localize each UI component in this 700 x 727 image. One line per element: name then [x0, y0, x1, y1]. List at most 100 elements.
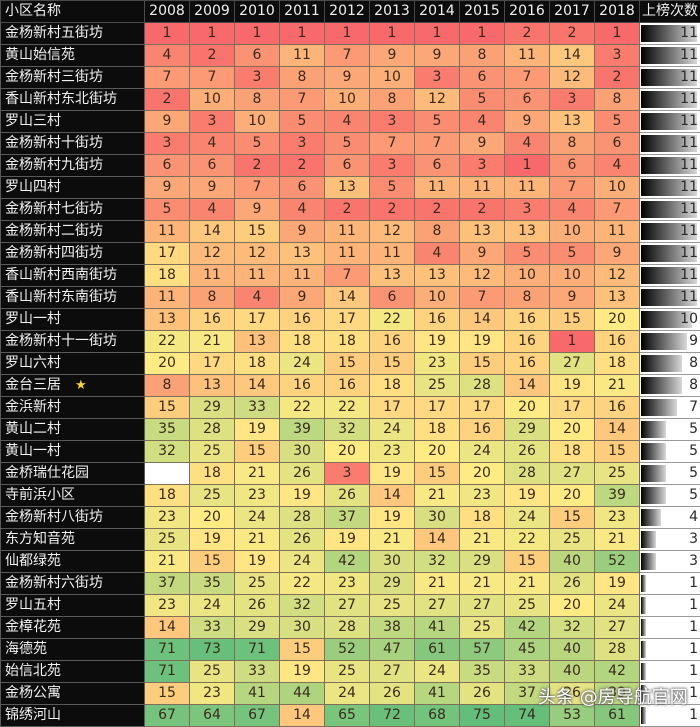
heat-cell: 10 — [549, 264, 595, 287]
heat-cell: 19 — [459, 330, 505, 353]
heat-cell: 9 — [594, 242, 640, 265]
heat-cell: 29 — [369, 572, 415, 595]
heat-cell: 19 — [279, 484, 325, 507]
heat-cell: 10 — [234, 110, 280, 133]
heat-cell: 8 — [279, 66, 325, 89]
heat-cell: 1 — [324, 22, 370, 45]
heat-cell: 37 — [144, 572, 190, 595]
table-row: 金杨新村十一街坊 22 21 13 18 18 16 19 19 16 1 16 9 — [0, 330, 700, 353]
count-databar-cell: 1 — [639, 638, 700, 661]
heat-cell: 15 — [414, 462, 460, 485]
heat-cell: 28 — [189, 418, 235, 441]
heat-cell: 10 — [324, 88, 370, 111]
table-row: 罗山一村 13 16 17 16 17 22 16 14 16 15 20 10 — [0, 308, 700, 331]
heat-cell: 13 — [414, 264, 460, 287]
count-value: 7 — [689, 399, 698, 415]
count-databar-cell: 1 — [639, 682, 700, 705]
heat-cell: 10 — [189, 88, 235, 111]
heat-cell: 12 — [369, 220, 415, 243]
heat-cell: 11 — [324, 242, 370, 265]
heat-cell: 5 — [279, 110, 325, 133]
heat-cell: 18 — [594, 352, 640, 375]
heat-cell: 14 — [144, 616, 190, 639]
heat-cell: 26 — [504, 440, 550, 463]
heat-cell: 2 — [549, 22, 595, 45]
heat-cell: 19 — [504, 484, 550, 507]
heat-cell: 9 — [144, 110, 190, 133]
heat-cell: 25 — [369, 594, 415, 617]
heat-cell: 27 — [414, 594, 460, 617]
table-row: 金杨新村四街坊 17 12 12 13 11 11 4 9 5 5 9 11 — [0, 242, 700, 265]
heat-cell: 16 — [369, 330, 415, 353]
heat-cell: 6 — [234, 44, 280, 67]
heat-cell: 23 — [414, 352, 460, 375]
heat-cell: 3 — [144, 132, 190, 155]
heat-cell: 24 — [414, 660, 460, 683]
heat-cell: 9 — [234, 198, 280, 221]
heat-cell: 11 — [144, 286, 190, 309]
count-databar-cell: 3 — [639, 550, 700, 573]
heat-cell: 17 — [549, 396, 595, 419]
row-label-text: 金杨新村十街坊 — [5, 135, 103, 151]
heat-cell: 42 — [324, 550, 370, 573]
heat-cell: 1 — [504, 154, 550, 177]
row-label: 金台三居 ★ — [0, 374, 145, 397]
column-header-year: 2012 — [324, 0, 370, 23]
heat-cell: 68 — [414, 704, 460, 727]
heat-cell: 10 — [414, 286, 460, 309]
heat-cell: 25 — [504, 594, 550, 617]
heat-cell: 11 — [369, 242, 415, 265]
heat-cell: 16 — [594, 396, 640, 419]
heat-cell: 16 — [279, 374, 325, 397]
heat-cell: 4 — [504, 132, 550, 155]
count-value: 11 — [680, 267, 698, 283]
heat-cell: 61 — [594, 704, 640, 727]
heat-cell: 24 — [189, 594, 235, 617]
heat-cell: 21 — [189, 330, 235, 353]
heat-cell: 22 — [279, 396, 325, 419]
heat-cell: 19 — [369, 506, 415, 529]
count-databar-cell: 11 — [639, 88, 700, 111]
data-bar — [641, 575, 646, 592]
count-value: 1 — [689, 707, 698, 723]
heat-cell: 75 — [459, 704, 505, 727]
heat-cell: 18 — [279, 330, 325, 353]
count-databar-cell: 11 — [639, 220, 700, 243]
heat-cell: 6 — [324, 154, 370, 177]
heat-cell: 16 — [594, 330, 640, 353]
table-row: 香山新村西南街坊 18 11 11 11 7 13 13 12 10 10 12 11 — [0, 264, 700, 287]
heat-cell: 15 — [324, 352, 370, 375]
row-label: 锦绣河山 — [0, 704, 145, 727]
heat-cell: 6 — [189, 154, 235, 177]
count-databar-cell: 4 — [639, 506, 700, 529]
heat-cell: 26 — [369, 682, 415, 705]
row-label-text: 罗山五村 — [5, 597, 61, 613]
row-label-text: 罗山四村 — [5, 179, 61, 195]
heat-cell: 3 — [549, 88, 595, 111]
data-bar — [641, 685, 646, 702]
heat-cell: 21 — [459, 528, 505, 551]
table-row: 东方知音苑 25 19 21 26 19 21 14 21 22 25 21 3 — [0, 528, 700, 551]
heat-cell: 13 — [549, 110, 595, 133]
heat-cell: 29 — [459, 550, 505, 573]
count-value: 4 — [689, 509, 698, 525]
heat-cell: 40 — [549, 638, 595, 661]
heat-cell: 24 — [324, 682, 370, 705]
count-databar-cell: 11 — [639, 110, 700, 133]
heat-cell: 19 — [189, 528, 235, 551]
heat-cell: 41 — [414, 682, 460, 705]
column-header-year: 2013 — [369, 0, 415, 23]
table-row: 金杨新村三街坊 7 7 3 8 9 10 3 6 7 12 2 11 — [0, 66, 700, 89]
heat-cell: 10 — [504, 264, 550, 287]
heat-cell: 9 — [369, 44, 415, 67]
heat-cell: 23 — [369, 440, 415, 463]
heat-cell: 65 — [324, 704, 370, 727]
heat-cell: 23 — [189, 682, 235, 705]
column-header-count: 上榜次数 — [639, 0, 700, 23]
heat-cell: 3 — [234, 66, 280, 89]
row-label-text: 黄山始信苑 — [5, 47, 75, 63]
heat-cell: 2 — [504, 22, 550, 45]
count-databar-cell: 11 — [639, 176, 700, 199]
data-bar — [641, 25, 697, 42]
